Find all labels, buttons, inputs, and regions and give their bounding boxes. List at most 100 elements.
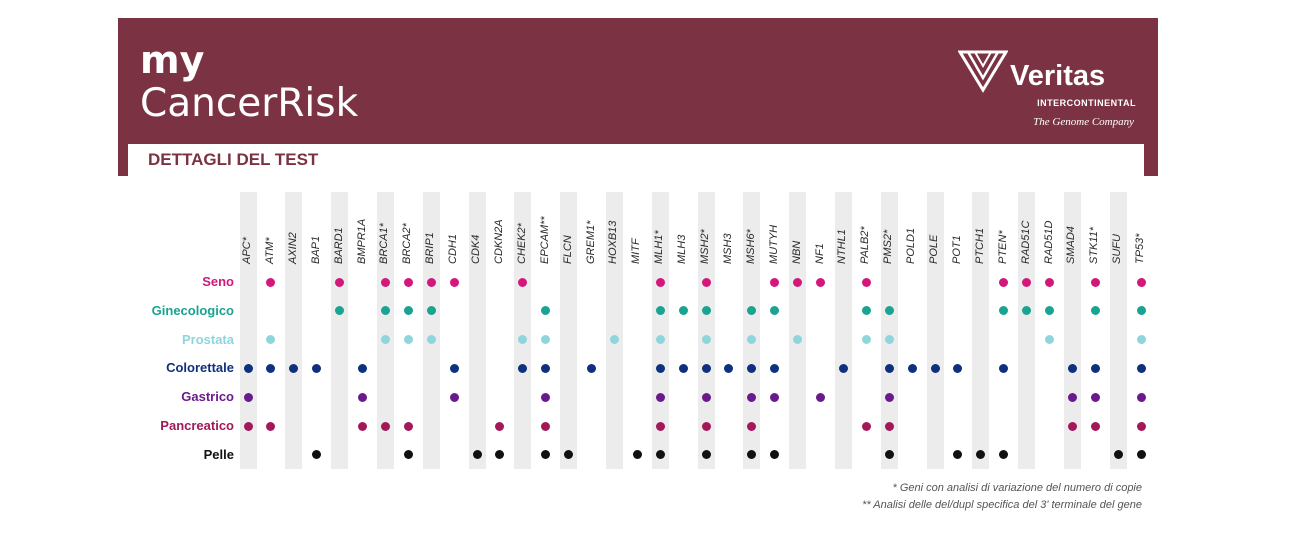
column-shade bbox=[422, 192, 440, 469]
dot-prostata-hoxb13 bbox=[609, 335, 619, 345]
dot-gastrico-tp53 bbox=[1136, 392, 1146, 402]
dot-pelle-sufu bbox=[1113, 450, 1123, 460]
dot-pancreatico-palb2 bbox=[861, 421, 871, 431]
dot-colorettale-pold1 bbox=[907, 363, 917, 373]
dot-gastrico-mutyh bbox=[770, 392, 780, 402]
dot-gastrico-bmpr1a bbox=[358, 392, 367, 402]
dot-seno-nf1 bbox=[816, 277, 825, 287]
dot-pelle-cdk4 bbox=[472, 450, 482, 460]
gene-label-pot1: POT1 bbox=[950, 235, 963, 264]
row-label-seno: Seno bbox=[202, 274, 234, 289]
gene-label-chek2: CHEK2* bbox=[515, 223, 528, 264]
gene-label-msh3: MSH3 bbox=[721, 233, 734, 264]
dot-prostata-rad51d bbox=[1045, 335, 1054, 345]
dot-seno-chek2 bbox=[518, 277, 528, 287]
gene-label-bmpr1a: BMPR1A bbox=[355, 218, 368, 264]
dot-ginecologico-pten bbox=[999, 306, 1009, 316]
brand-title-line1: my bbox=[140, 38, 205, 82]
dot-prostata-brca2 bbox=[403, 335, 413, 345]
dot-pancreatico-cdkn2a bbox=[495, 421, 505, 431]
gene-label-epcam: EPCAM** bbox=[538, 216, 551, 264]
dot-gastrico-msh6 bbox=[747, 392, 757, 402]
dot-colorettale-pot1 bbox=[953, 363, 963, 373]
dot-ginecologico-palb2 bbox=[861, 306, 871, 316]
gene-label-grem1: GREM1* bbox=[584, 220, 597, 264]
dot-pancreatico-msh2 bbox=[701, 421, 711, 431]
dot-pelle-brca2 bbox=[403, 450, 413, 460]
dot-seno-bard1 bbox=[335, 277, 345, 287]
dot-prostata-msh6 bbox=[747, 335, 757, 345]
dot-gastrico-mlh1 bbox=[655, 392, 665, 402]
column-shade bbox=[834, 192, 852, 469]
dot-pancreatico-smad4 bbox=[1067, 421, 1077, 431]
column-shade bbox=[285, 192, 303, 469]
dot-pelle-mlh1 bbox=[655, 450, 665, 460]
gene-label-brca1: BRCA1* bbox=[378, 223, 391, 264]
dot-seno-palb2 bbox=[861, 277, 871, 287]
gene-label-cdh1: CDH1 bbox=[447, 234, 460, 264]
dot-prostata-mlh1 bbox=[655, 335, 665, 345]
gene-label-mutyh: MUTYH bbox=[767, 224, 780, 264]
gene-label-hoxb13: HOXB13 bbox=[607, 220, 620, 264]
dot-pelle-epcam bbox=[541, 450, 551, 460]
dot-ginecologico-rad51c bbox=[1022, 306, 1032, 316]
section-title: DETTAGLI DEL TEST bbox=[148, 150, 319, 169]
gene-label-pole: POLE bbox=[928, 234, 940, 264]
dot-ginecologico-mlh3 bbox=[678, 306, 688, 316]
gene-label-nbn: NBN bbox=[790, 240, 803, 264]
gene-label-pten: PTEN* bbox=[996, 230, 1009, 264]
column-shade bbox=[1109, 192, 1127, 469]
logo-tagline: The Genome Company bbox=[1033, 116, 1134, 128]
dot-pelle-pms2 bbox=[884, 450, 894, 460]
dot-ginecologico-rad51d bbox=[1045, 306, 1054, 316]
dot-gastrico-pms2 bbox=[884, 392, 894, 402]
dot-prostata-nbn bbox=[793, 335, 803, 345]
column-shade bbox=[1018, 192, 1036, 469]
column-shade bbox=[605, 192, 623, 469]
dot-ginecologico-brca1 bbox=[380, 306, 390, 316]
section-bar: DETTAGLI DEL TEST bbox=[128, 144, 1144, 178]
dot-gastrico-stk11 bbox=[1090, 392, 1100, 402]
dot-pelle-mutyh bbox=[770, 450, 780, 460]
dot-prostata-chek2 bbox=[518, 335, 528, 345]
dot-pancreatico-mlh1 bbox=[655, 421, 665, 431]
dot-pancreatico-pms2 bbox=[884, 421, 894, 431]
column-shade bbox=[514, 192, 532, 469]
dot-gastrico-apc bbox=[243, 392, 253, 402]
dot-seno-brip1 bbox=[426, 277, 436, 287]
dot-pelle-bap1 bbox=[312, 450, 322, 460]
dot-prostata-brca1 bbox=[380, 335, 390, 345]
row-label-prostata: Prostata bbox=[181, 331, 234, 347]
dot-prostata-pms2 bbox=[884, 335, 894, 345]
veritas-logo-icon bbox=[958, 50, 1008, 93]
column-shade bbox=[972, 192, 990, 469]
dot-seno-rad51c bbox=[1022, 277, 1032, 287]
gene-label-tp53: TP53* bbox=[1134, 233, 1147, 264]
dot-ginecologico-mlh1 bbox=[655, 306, 665, 316]
gene-label-ptch1: PTCH1 bbox=[973, 227, 986, 264]
dot-seno-brca1 bbox=[380, 277, 390, 287]
dot-prostata-msh2 bbox=[701, 335, 711, 345]
dot-colorettale-smad4 bbox=[1067, 363, 1077, 373]
dot-ginecologico-bard1 bbox=[335, 306, 345, 316]
gene-label-sufu: SUFU bbox=[1111, 234, 1124, 264]
gene-label-nthl1: NTHL1 bbox=[836, 229, 849, 264]
dot-seno-atm bbox=[266, 277, 276, 287]
row-label-pelle: Pelle bbox=[203, 446, 234, 462]
dot-seno-brca2 bbox=[403, 277, 413, 287]
gene-label-rad51d: RAD51D bbox=[1042, 220, 1055, 264]
gene-label-atm: ATM* bbox=[263, 237, 276, 264]
gene-label-flcn: FLCN bbox=[561, 235, 574, 264]
gene-label-pms2: PMS2* bbox=[882, 229, 895, 264]
column-shade bbox=[926, 192, 944, 469]
dot-seno-msh2 bbox=[701, 277, 711, 287]
gene-label-bard1: BARD1 bbox=[332, 227, 345, 264]
dot-seno-tp53 bbox=[1136, 277, 1146, 287]
dot-colorettale-msh3 bbox=[724, 363, 734, 373]
dot-gastrico-msh2 bbox=[701, 392, 711, 402]
dot-seno-nbn bbox=[793, 277, 803, 287]
dot-pelle-ptch1 bbox=[976, 450, 986, 460]
dot-gastrico-epcam bbox=[541, 392, 551, 402]
gene-label-brip1: BRIP1 bbox=[424, 232, 437, 264]
